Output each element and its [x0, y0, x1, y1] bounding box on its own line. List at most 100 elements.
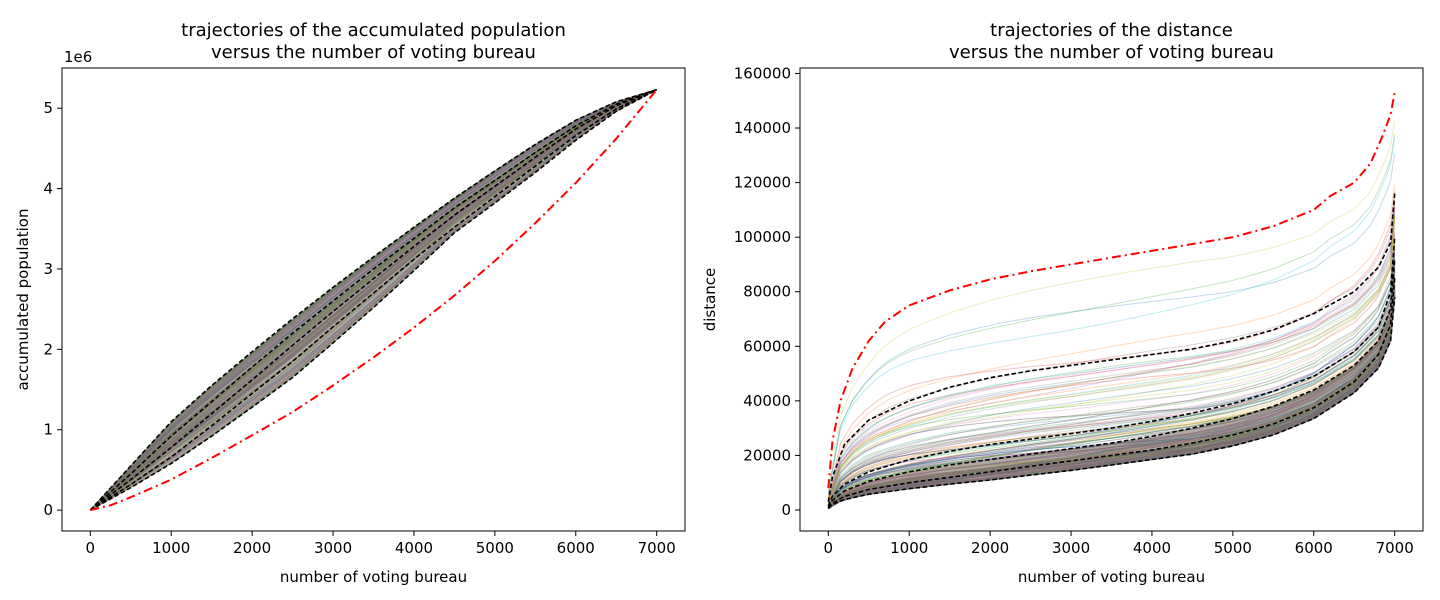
trajectory-line	[827, 239, 1396, 502]
trajectory-density-band	[828, 259, 1395, 509]
chart-title-line1: trajectories of the accumulated populati…	[181, 20, 566, 41]
x-tick-label: 5000	[1214, 539, 1252, 557]
y-tick-label: 20000	[743, 446, 791, 464]
trajectory-line	[827, 217, 1396, 504]
y-tick-label: 0	[781, 501, 791, 519]
y-tick-label: 5	[43, 99, 53, 117]
x-tick-label: 7000	[638, 539, 676, 557]
chart-distance: 0 1000 2000 3000 4000 5000 6000 7000 0 20000 4000…	[701, 20, 1424, 586]
trajectory-line	[827, 217, 1396, 504]
trajectory-line	[827, 206, 1396, 504]
plot-frame	[61, 67, 686, 532]
background-trajectories	[89, 89, 657, 511]
chart-title-line2: versus the number of voting bureau	[211, 42, 536, 63]
x-tick-label: 0	[86, 539, 96, 557]
trajectory-line	[827, 262, 1396, 507]
chart-title-line1: trajectories of the distance	[990, 20, 1233, 41]
trajectory-line	[827, 234, 1396, 505]
y-tick-label: 160000	[734, 64, 791, 82]
y-tick-label: 4	[43, 180, 53, 198]
y-tick-label: 60000	[743, 337, 791, 355]
trajectory-line	[827, 208, 1396, 504]
y-axis-ticks: 0 20000 40000 60000 80000 100000 120000 140000 1…	[734, 64, 800, 519]
trajectory-line	[827, 251, 1396, 506]
series-line-black-dashed	[827, 278, 1396, 509]
y-tick-label: 120000	[734, 174, 791, 192]
y-tick-label: 40000	[743, 392, 791, 410]
x-tick-label: 2000	[233, 539, 271, 557]
chart-title-line2: versus the number of voting bureau	[949, 42, 1274, 63]
series-line-black-dashed	[827, 193, 1396, 502]
trajectory-line	[827, 234, 1396, 505]
trajectory-line	[827, 204, 1396, 503]
trajectory-line	[827, 218, 1396, 504]
x-tick-label: 2000	[971, 539, 1009, 557]
trajectory-line	[827, 253, 1396, 507]
trajectory-line	[827, 216, 1396, 504]
trajectory-line	[827, 204, 1396, 500]
trajectory-line	[827, 201, 1396, 501]
trajectory-line	[827, 201, 1396, 503]
trajectory-line	[827, 226, 1396, 503]
trajectory-line	[827, 152, 1396, 494]
plot-frame	[799, 67, 1424, 532]
trajectory-line	[827, 133, 1396, 494]
y-tick-label: 140000	[734, 119, 791, 137]
trajectory-line	[827, 121, 1396, 492]
x-tick-label: 6000	[557, 539, 595, 557]
trajectory-line	[827, 211, 1396, 504]
y-tick-label: 3	[43, 260, 53, 278]
x-tick-label: 6000	[1295, 539, 1333, 557]
y-axis-label: accumulated population	[14, 209, 32, 391]
x-tick-label: 5000	[476, 539, 514, 557]
x-tick-label: 1000	[152, 539, 190, 557]
trajectory-line	[827, 183, 1396, 499]
series-line-black-dashed	[89, 88, 657, 511]
x-tick-label: 4000	[395, 539, 433, 557]
series-line-black-dashed	[89, 88, 658, 511]
series-line-black-dashed	[89, 88, 657, 511]
trajectory-line	[827, 266, 1396, 507]
trajectory-line	[827, 250, 1396, 506]
x-axis-label: number of voting bureau	[1018, 568, 1205, 586]
trajectory-line	[827, 243, 1396, 505]
trajectory-line	[827, 214, 1396, 501]
trajectory-line	[827, 263, 1396, 507]
x-axis-ticks: 0 1000 2000 3000 4000 5000 6000 7000	[824, 531, 1414, 557]
y-tick-label: 1	[43, 421, 53, 439]
y-tick-label: 100000	[734, 228, 791, 246]
series-line-black-dashed	[89, 88, 657, 511]
x-tick-label: 3000	[314, 539, 352, 557]
trajectory-line	[827, 255, 1396, 506]
trajectory-line	[827, 267, 1396, 507]
chart-accumulated-population: 0 1000 2000 3000 4000 5000 6000 7000 0 1 2 3 4 5 tra…	[14, 20, 686, 586]
x-axis-ticks: 0 1000 2000 3000 4000 5000 6000 7000	[86, 531, 676, 557]
y-axis-offset-label: 1e6	[64, 48, 92, 66]
trajectory-line	[827, 263, 1396, 507]
highlighted-series	[827, 92, 1396, 510]
y-tick-label: 80000	[743, 283, 791, 301]
x-tick-label: 0	[824, 539, 834, 557]
y-tick-label: 0	[43, 501, 53, 519]
trajectory-line	[827, 260, 1396, 503]
trajectory-line	[827, 248, 1396, 505]
x-tick-label: 4000	[1133, 539, 1171, 557]
series-line-black-dashed	[827, 258, 1396, 508]
trajectory-line	[827, 216, 1396, 504]
highlighted-series	[89, 88, 658, 512]
x-tick-label: 7000	[1376, 539, 1414, 557]
trajectory-line	[827, 234, 1396, 505]
series-line-red-dashdot	[90, 89, 658, 512]
trajectory-line	[827, 212, 1396, 501]
x-tick-label: 1000	[890, 539, 928, 557]
trajectory-line	[827, 220, 1396, 505]
trajectory-line	[827, 231, 1396, 502]
x-axis-label: number of voting bureau	[280, 568, 467, 586]
series-line-black-dashed	[827, 297, 1396, 510]
y-axis-label: distance	[701, 268, 719, 332]
y-axis-ticks: 0 1 2 3 4 5	[43, 99, 62, 519]
trajectory-line	[827, 137, 1396, 494]
series-line-black-dashed	[827, 237, 1396, 507]
x-tick-label: 3000	[1052, 539, 1090, 557]
